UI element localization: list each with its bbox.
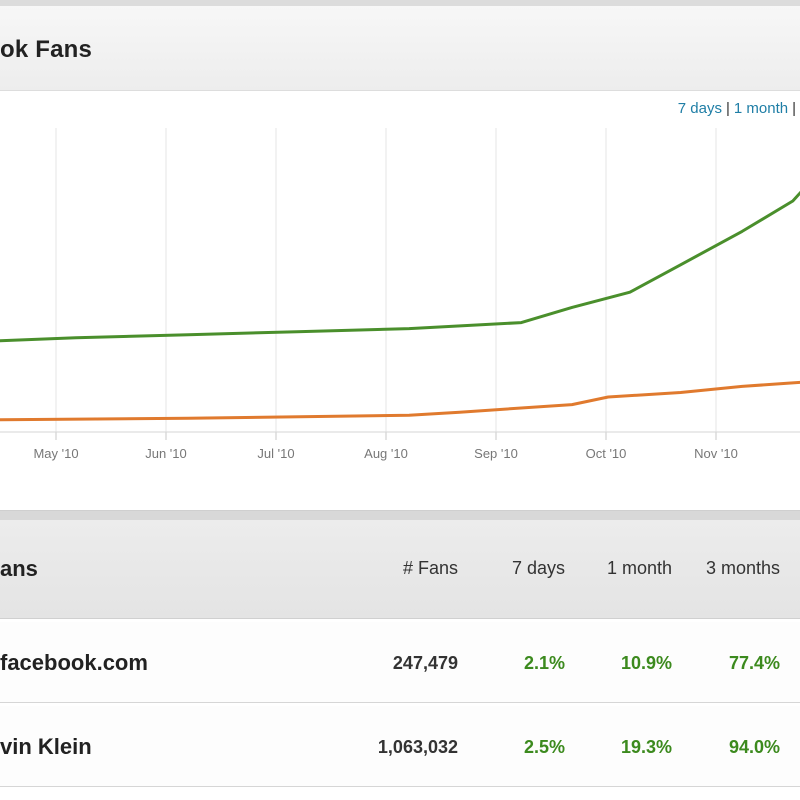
fans-line-chart: May '10 Jun '10 Jul '10 Aug '10 Sep '10 Oct '… — [0, 128, 800, 461]
row-7-days: 2.1% — [523, 653, 565, 673]
range-separator: | — [792, 100, 796, 117]
row-fans: 247,479 — [392, 653, 458, 673]
row-name[interactable]: vin Klein — [0, 734, 92, 759]
x-tick-label: Jun '10 — [145, 446, 187, 461]
x-tick-label: Sep '10 — [474, 446, 518, 461]
table-header: ans # Fans 7 days 1 month 3 months — [0, 520, 800, 619]
range-1-month-link[interactable]: 1 month — [733, 100, 789, 117]
chart-panel-title: ok Fans — [0, 36, 93, 63]
header-3-months[interactable]: 3 months — [705, 558, 780, 578]
header-fans[interactable]: # Fans — [402, 558, 458, 578]
table-row: facebook.com 247,479 2.1% 10.9% 77.4% — [0, 622, 800, 703]
row-3-months: 77.4% — [728, 653, 780, 673]
range-separator: | — [725, 100, 730, 117]
header-7-days[interactable]: 7 days — [511, 558, 565, 578]
series-line-orange — [0, 380, 800, 422]
row-1-month: 10.9% — [620, 653, 672, 673]
panel-top-border — [0, 0, 800, 6]
row-name[interactable]: facebook.com — [0, 650, 148, 675]
row-3-months: 94.0% — [728, 737, 780, 757]
fans-table: ans # Fans 7 days 1 month 3 months faceb… — [0, 520, 800, 800]
x-tick-label: Jul '10 — [257, 446, 294, 461]
range-7-days-link[interactable]: 7 days — [677, 100, 722, 117]
table-title: ans — [0, 556, 38, 581]
series-line-green — [0, 190, 800, 343]
x-tick-label: Nov '10 — [694, 446, 738, 461]
x-tick-label: Aug '10 — [364, 446, 408, 461]
table-row: vin Klein 1,063,032 2.5% 19.3% 94.0% — [0, 706, 800, 787]
row-fans: 1,063,032 — [377, 737, 458, 757]
row-1-month: 19.3% — [620, 737, 672, 757]
x-tick-label: Oct '10 — [586, 446, 627, 461]
chart-panel: ok Fans 7 days | 1 month | May '10 Jun '10 Ju… — [0, 0, 800, 511]
row-7-days: 2.5% — [523, 737, 565, 757]
x-tick-label: May '10 — [33, 446, 78, 461]
header-1-month[interactable]: 1 month — [606, 558, 672, 578]
range-selector: 7 days | 1 month | — [678, 100, 800, 117]
chart-header: ok Fans — [0, 6, 800, 91]
